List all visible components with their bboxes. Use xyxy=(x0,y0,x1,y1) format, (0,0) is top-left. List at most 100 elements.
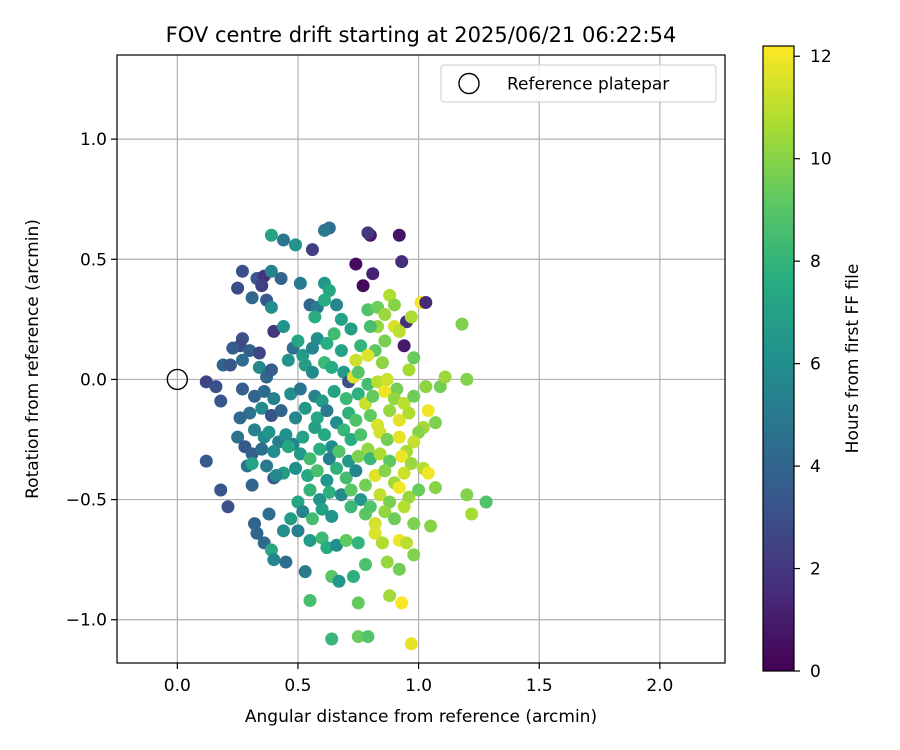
data-point xyxy=(404,457,418,471)
data-point xyxy=(284,512,298,526)
data-point xyxy=(334,488,348,502)
data-point xyxy=(397,339,411,353)
x-tick-label: 1.5 xyxy=(526,676,553,696)
colorbar-tick-label: 12 xyxy=(810,47,832,67)
colorbar-tick-label: 10 xyxy=(810,150,832,170)
colorbar-tick-label: 0 xyxy=(810,662,821,682)
data-point xyxy=(378,384,392,398)
data-point xyxy=(337,365,351,379)
data-point xyxy=(317,428,331,442)
data-point xyxy=(305,341,319,355)
data-point xyxy=(402,406,416,420)
data-point xyxy=(359,478,373,492)
data-point xyxy=(245,457,259,471)
data-point xyxy=(424,519,438,533)
data-point xyxy=(387,392,401,406)
data-point xyxy=(291,334,305,348)
data-point xyxy=(231,281,245,295)
data-point xyxy=(320,336,334,350)
legend-marker-reference xyxy=(458,72,480,95)
data-point xyxy=(375,536,389,550)
data-point xyxy=(320,404,334,418)
data-point xyxy=(354,493,368,507)
data-point xyxy=(293,276,307,290)
x-axis-ticks: 0.0 0.5 1.0 1.5 2.0 xyxy=(164,663,673,696)
data-point xyxy=(274,271,288,285)
data-point xyxy=(356,279,370,293)
colorbar-tick-label: 6 xyxy=(810,355,821,375)
data-point xyxy=(428,416,442,430)
data-point xyxy=(315,502,329,516)
data-point xyxy=(269,469,283,483)
data-point xyxy=(392,430,406,444)
data-point xyxy=(245,447,259,461)
data-point xyxy=(380,433,394,447)
data-point xyxy=(349,464,363,478)
data-point xyxy=(291,495,305,509)
data-point xyxy=(366,267,380,281)
data-point xyxy=(397,396,411,410)
data-point xyxy=(361,348,375,362)
plot-frame xyxy=(116,54,726,664)
data-point xyxy=(255,401,269,415)
chart-title: FOV centre drift starting at 2025/06/21 … xyxy=(166,23,677,47)
data-point xyxy=(359,557,373,571)
colorbar-ticks: 0 2 4 6 8 10 12 xyxy=(794,47,832,682)
data-point xyxy=(264,300,278,314)
plot-background xyxy=(117,55,725,663)
x-tick-label: 0.0 xyxy=(164,676,191,696)
data-point xyxy=(334,344,348,358)
data-point xyxy=(267,324,281,338)
data-point xyxy=(305,365,319,379)
data-point xyxy=(248,389,262,403)
data-point xyxy=(308,310,322,324)
data-point xyxy=(260,459,274,473)
data-point xyxy=(438,370,452,384)
colorbar-tick-label: 8 xyxy=(810,252,821,272)
legend-label-reference: Reference platepar xyxy=(507,75,669,95)
data-point xyxy=(325,509,339,523)
data-point xyxy=(330,298,344,312)
data-point xyxy=(298,565,312,579)
data-point xyxy=(380,372,394,386)
data-point xyxy=(387,298,401,312)
y-tick-label: −0.5 xyxy=(66,491,107,511)
data-point xyxy=(460,372,474,386)
data-point xyxy=(267,553,281,567)
data-point xyxy=(332,445,346,459)
data-point xyxy=(344,483,358,497)
data-point xyxy=(308,420,322,434)
data-point xyxy=(404,637,418,651)
data-point xyxy=(397,466,411,480)
data-point xyxy=(303,452,317,466)
data-point xyxy=(199,454,213,468)
data-point xyxy=(235,264,249,278)
data-point xyxy=(303,594,317,608)
data-point xyxy=(305,243,319,257)
data-point xyxy=(262,425,276,439)
data-point xyxy=(257,384,271,398)
data-point xyxy=(235,382,249,396)
data-point xyxy=(395,449,409,463)
data-point xyxy=(264,228,278,242)
legend: Reference platepar xyxy=(440,64,717,103)
data-point xyxy=(279,555,293,569)
data-point xyxy=(276,320,290,334)
data-point xyxy=(322,284,336,298)
data-point xyxy=(363,452,377,466)
data-point xyxy=(342,454,356,468)
data-point xyxy=(303,483,317,497)
colorbar-frame xyxy=(762,45,795,672)
data-point xyxy=(298,401,312,415)
data-point xyxy=(223,358,237,372)
data-point xyxy=(378,334,392,348)
data-point xyxy=(366,389,380,403)
data-point xyxy=(359,507,373,521)
data-point xyxy=(363,408,377,422)
data-point xyxy=(293,447,307,461)
y-axis-label: Rotation from reference (arcmin) xyxy=(23,219,43,499)
data-point xyxy=(397,500,411,514)
data-point xyxy=(373,488,387,502)
data-point xyxy=(380,555,394,569)
